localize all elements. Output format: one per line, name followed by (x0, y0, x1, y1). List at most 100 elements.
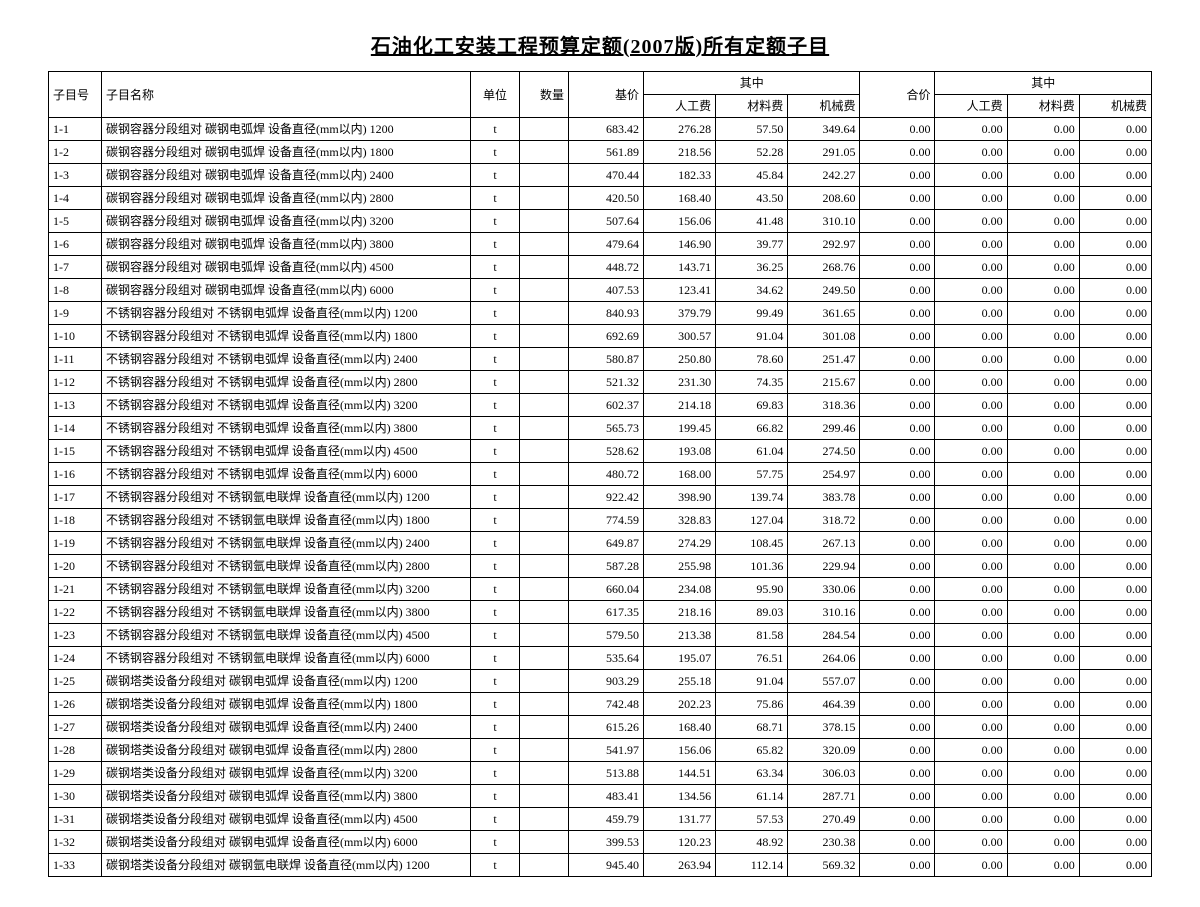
cell-unit: t (471, 808, 520, 831)
cell-material: 61.14 (716, 785, 788, 808)
cell-l2: 0.00 (935, 785, 1007, 808)
table-row: 1-30碳钢塔类设备分段组对 碳钢电弧焊 设备直径(mm以内) 3800t483… (49, 785, 1152, 808)
cell-l2: 0.00 (935, 279, 1007, 302)
cell-m2: 0.00 (1007, 532, 1079, 555)
cell-total: 0.00 (860, 394, 935, 417)
cell-total: 0.00 (860, 831, 935, 854)
table-row: 1-25碳钢塔类设备分段组对 碳钢电弧焊 设备直径(mm以内) 1200t903… (49, 670, 1152, 693)
cell-id: 1-25 (49, 670, 102, 693)
cell-qty (520, 532, 569, 555)
cell-mc2: 0.00 (1079, 509, 1151, 532)
cell-mc2: 0.00 (1079, 785, 1151, 808)
cell-m2: 0.00 (1007, 164, 1079, 187)
cell-labor: 156.06 (644, 210, 716, 233)
cell-material: 61.04 (716, 440, 788, 463)
cell-m2: 0.00 (1007, 256, 1079, 279)
cell-material: 112.14 (716, 854, 788, 877)
cell-labor: 156.06 (644, 739, 716, 762)
cell-mc2: 0.00 (1079, 394, 1151, 417)
cell-mc2: 0.00 (1079, 854, 1151, 877)
table-row: 1-33碳钢塔类设备分段组对 碳钢氩电联焊 设备直径(mm以内) 1200t94… (49, 854, 1152, 877)
cell-m2: 0.00 (1007, 325, 1079, 348)
cell-machine: 299.46 (788, 417, 860, 440)
table-row: 1-22不锈钢容器分段组对 不锈钢氩电联焊 设备直径(mm以内) 3800t61… (49, 601, 1152, 624)
cell-name: 碳钢容器分段组对 碳钢电弧焊 设备直径(mm以内) 4500 (102, 256, 471, 279)
cell-name: 碳钢容器分段组对 碳钢电弧焊 设备直径(mm以内) 3200 (102, 210, 471, 233)
cell-m2: 0.00 (1007, 187, 1079, 210)
cell-l2: 0.00 (935, 486, 1007, 509)
cell-name: 不锈钢容器分段组对 不锈钢电弧焊 设备直径(mm以内) 4500 (102, 440, 471, 463)
cell-total: 0.00 (860, 233, 935, 256)
cell-mc2: 0.00 (1079, 279, 1151, 302)
cell-machine: 242.27 (788, 164, 860, 187)
table-row: 1-14不锈钢容器分段组对 不锈钢电弧焊 设备直径(mm以内) 3800t565… (49, 417, 1152, 440)
cell-machine: 310.10 (788, 210, 860, 233)
table-row: 1-12不锈钢容器分段组对 不锈钢电弧焊 设备直径(mm以内) 2800t521… (49, 371, 1152, 394)
cell-machine: 330.06 (788, 578, 860, 601)
cell-id: 1-2 (49, 141, 102, 164)
cell-id: 1-10 (49, 325, 102, 348)
cell-unit: t (471, 716, 520, 739)
cell-name: 不锈钢容器分段组对 不锈钢氩电联焊 设备直径(mm以内) 3800 (102, 601, 471, 624)
cell-l2: 0.00 (935, 831, 1007, 854)
cell-labor: 134.56 (644, 785, 716, 808)
cell-id: 1-8 (49, 279, 102, 302)
cell-id: 1-24 (49, 647, 102, 670)
cell-l2: 0.00 (935, 624, 1007, 647)
cell-id: 1-19 (49, 532, 102, 555)
cell-name: 碳钢塔类设备分段组对 碳钢电弧焊 设备直径(mm以内) 1200 (102, 670, 471, 693)
cell-base: 470.44 (569, 164, 644, 187)
cell-total: 0.00 (860, 509, 935, 532)
cell-total: 0.00 (860, 256, 935, 279)
cell-machine: 264.06 (788, 647, 860, 670)
cell-qty (520, 509, 569, 532)
cell-mc2: 0.00 (1079, 670, 1151, 693)
cell-base: 840.93 (569, 302, 644, 325)
cell-machine: 349.64 (788, 118, 860, 141)
cell-total: 0.00 (860, 486, 935, 509)
cell-base: 507.64 (569, 210, 644, 233)
cell-base: 742.48 (569, 693, 644, 716)
cell-id: 1-12 (49, 371, 102, 394)
cell-id: 1-28 (49, 739, 102, 762)
cell-l2: 0.00 (935, 578, 1007, 601)
cell-qty (520, 164, 569, 187)
cell-mc2: 0.00 (1079, 831, 1151, 854)
col-id: 子目号 (49, 72, 102, 118)
cell-name: 碳钢容器分段组对 碳钢电弧焊 设备直径(mm以内) 1800 (102, 141, 471, 164)
cell-m2: 0.00 (1007, 693, 1079, 716)
cell-id: 1-5 (49, 210, 102, 233)
cell-name: 不锈钢容器分段组对 不锈钢氩电联焊 设备直径(mm以内) 3200 (102, 578, 471, 601)
cell-l2: 0.00 (935, 440, 1007, 463)
cell-name: 碳钢塔类设备分段组对 碳钢电弧焊 设备直径(mm以内) 2800 (102, 739, 471, 762)
cell-id: 1-1 (49, 118, 102, 141)
cell-id: 1-4 (49, 187, 102, 210)
cell-base: 579.50 (569, 624, 644, 647)
cell-name: 不锈钢容器分段组对 不锈钢氩电联焊 设备直径(mm以内) 2800 (102, 555, 471, 578)
cell-mc2: 0.00 (1079, 693, 1151, 716)
table-row: 1-11不锈钢容器分段组对 不锈钢电弧焊 设备直径(mm以内) 2400t580… (49, 348, 1152, 371)
cell-total: 0.00 (860, 578, 935, 601)
cell-total: 0.00 (860, 670, 935, 693)
cell-base: 660.04 (569, 578, 644, 601)
cell-name: 不锈钢容器分段组对 不锈钢电弧焊 设备直径(mm以内) 2400 (102, 348, 471, 371)
cell-name: 不锈钢容器分段组对 不锈钢电弧焊 设备直径(mm以内) 3200 (102, 394, 471, 417)
cell-unit: t (471, 187, 520, 210)
cell-qty (520, 831, 569, 854)
cell-qty (520, 785, 569, 808)
cell-machine: 268.76 (788, 256, 860, 279)
cell-l2: 0.00 (935, 187, 1007, 210)
cell-unit: t (471, 578, 520, 601)
cell-base: 922.42 (569, 486, 644, 509)
cell-unit: t (471, 118, 520, 141)
cell-name: 碳钢容器分段组对 碳钢电弧焊 设备直径(mm以内) 3800 (102, 233, 471, 256)
table-row: 1-16不锈钢容器分段组对 不锈钢电弧焊 设备直径(mm以内) 6000t480… (49, 463, 1152, 486)
cell-unit: t (471, 394, 520, 417)
cell-unit: t (471, 233, 520, 256)
cell-labor: 300.57 (644, 325, 716, 348)
cell-labor: 168.00 (644, 463, 716, 486)
cell-l2: 0.00 (935, 555, 1007, 578)
col-machine2: 机械费 (1079, 95, 1151, 118)
cell-qty (520, 371, 569, 394)
table-row: 1-4碳钢容器分段组对 碳钢电弧焊 设备直径(mm以内) 2800t420.50… (49, 187, 1152, 210)
